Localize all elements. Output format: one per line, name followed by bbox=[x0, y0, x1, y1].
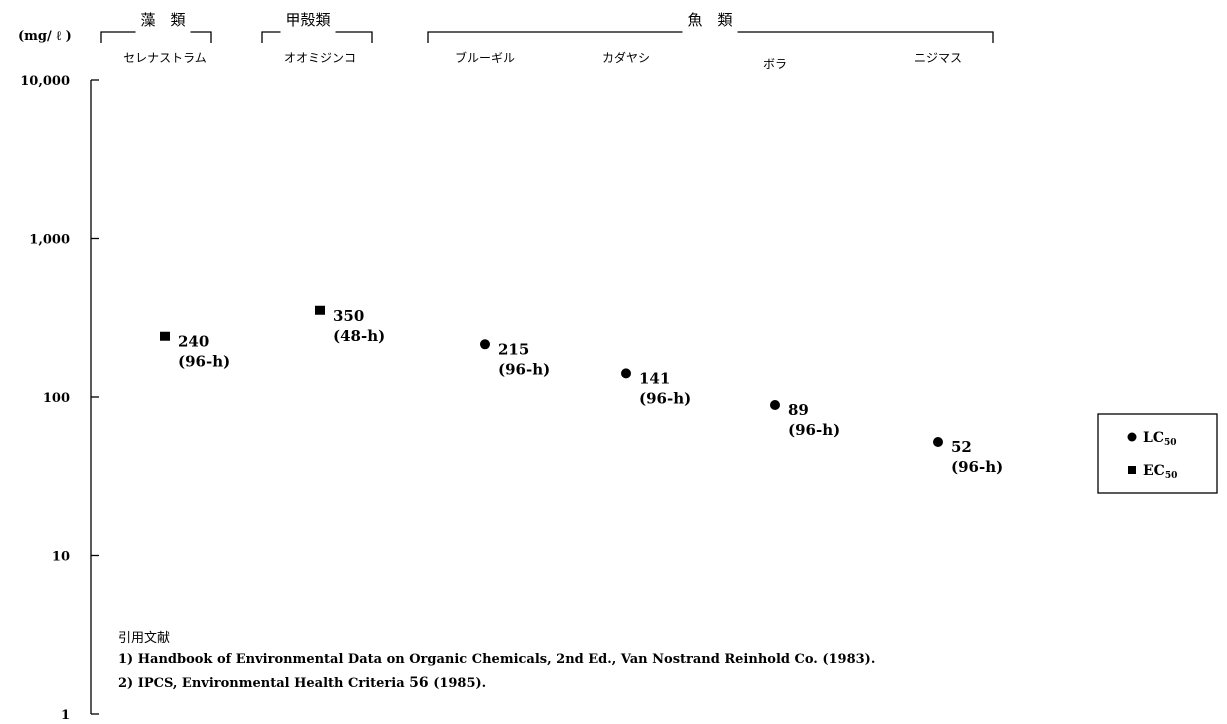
group-label: 甲殻類 bbox=[285, 11, 330, 29]
data-label-duration: (96-h) bbox=[639, 389, 691, 407]
data-label-duration: (96-h) bbox=[178, 353, 230, 371]
data-point-lc50 bbox=[770, 400, 780, 411]
y-tick-label: 1,000 bbox=[29, 233, 70, 248]
data-point-lc50 bbox=[480, 339, 490, 350]
data-label-value: 52 bbox=[951, 438, 972, 456]
y-tick-label: 10,000 bbox=[20, 74, 70, 89]
legend-marker-ec50 bbox=[1128, 466, 1136, 474]
species-label: カダヤシ bbox=[602, 50, 650, 65]
data-label-value: 141 bbox=[639, 369, 670, 387]
species-label: ニジマス bbox=[914, 51, 962, 65]
legend-marker-lc50 bbox=[1127, 432, 1137, 442]
species-label: セレナストラム bbox=[123, 51, 207, 65]
data-label-duration: (48-h) bbox=[333, 327, 385, 345]
reference-2: 2) IPCS, Environmental Health Criteria 5… bbox=[118, 675, 487, 691]
data-label-value: 215 bbox=[498, 340, 529, 358]
species-label: オオミジンコ bbox=[284, 51, 356, 65]
data-label-value: 350 bbox=[333, 307, 364, 325]
data-label-duration: (96-h) bbox=[951, 458, 1003, 476]
data-point-ec50 bbox=[160, 331, 170, 341]
data-label-value: 240 bbox=[178, 333, 209, 351]
y-tick-label: 1 bbox=[61, 708, 70, 723]
group-label-background bbox=[135, 8, 191, 34]
species-label: ブルーギル bbox=[455, 50, 515, 65]
legend-label: EC50 bbox=[1143, 463, 1177, 481]
references-heading: 引用文献 bbox=[118, 631, 171, 646]
legend-label: LC50 bbox=[1143, 430, 1177, 448]
group-label: 藻 類 bbox=[140, 11, 185, 29]
data-point-lc50 bbox=[621, 368, 631, 379]
group-label: 魚 類 bbox=[687, 11, 732, 29]
data-label-value: 89 bbox=[788, 401, 809, 419]
legend-box bbox=[1097, 413, 1218, 494]
data-label-duration: (96-h) bbox=[788, 421, 840, 439]
species-label: ボラ bbox=[763, 57, 787, 71]
y-tick-label: 100 bbox=[43, 391, 70, 406]
group-label-background bbox=[280, 8, 336, 34]
data-point-ec50 bbox=[315, 305, 325, 315]
data-point-lc50 bbox=[933, 437, 943, 448]
group-label-background bbox=[682, 8, 738, 34]
data-label-duration: (96-h) bbox=[498, 360, 550, 378]
y-axis-unit: (mg/ ℓ ) bbox=[18, 29, 72, 44]
y-tick-label: 10 bbox=[52, 550, 70, 565]
reference-1: 1) Handbook of Environmental Data on Org… bbox=[118, 652, 876, 667]
